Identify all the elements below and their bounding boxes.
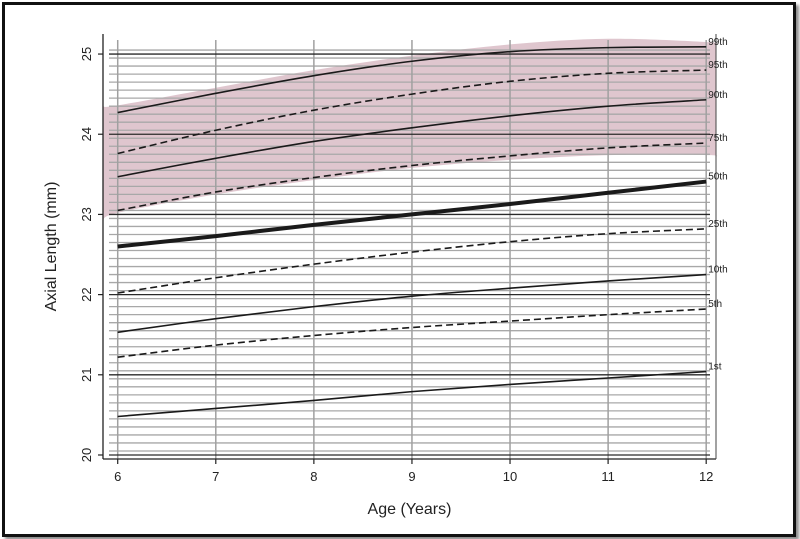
series-label-5th: 5th xyxy=(708,299,722,310)
series-label-75th: 75th xyxy=(708,133,727,144)
series-label-1st: 1st xyxy=(708,362,722,373)
y-tick-label: 23 xyxy=(79,207,94,221)
series-line-1st xyxy=(117,370,707,418)
x-tick-label: 7 xyxy=(212,469,219,484)
y-tick-label: 21 xyxy=(79,368,94,382)
series-line-90th xyxy=(117,98,707,178)
y-axis-title: Axial Length (mm) xyxy=(43,182,60,312)
series-label-99th: 99th xyxy=(708,37,727,48)
series-line-10th xyxy=(117,273,707,334)
x-axis-title: Age (Years) xyxy=(368,501,452,518)
x-tick-label: 6 xyxy=(114,469,121,484)
y-tick-label: 20 xyxy=(79,448,94,462)
x-tick-label: 10 xyxy=(503,469,517,484)
x-tick-label: 9 xyxy=(408,469,415,484)
y-tick-label: 25 xyxy=(79,47,94,61)
x-tick-label: 11 xyxy=(601,469,615,484)
series-label-50th: 50th xyxy=(708,172,727,183)
x-tick-label: 12 xyxy=(699,469,713,484)
label-layer: 99th 95th 90th 75th 50th 25th 10th 5th 1st xyxy=(708,37,727,373)
x-tick-label: 8 xyxy=(310,469,317,484)
series-line-95th xyxy=(117,69,707,155)
series-layer xyxy=(117,46,707,418)
axis-layer: 20 21 22 23 24 25 6 7 8 9 10 11 12 xyxy=(79,34,717,484)
series-label-10th: 10th xyxy=(708,265,727,276)
y-tick-label: 22 xyxy=(79,287,94,301)
y-tick-label: 24 xyxy=(79,127,94,141)
series-label-25th: 25th xyxy=(708,219,727,230)
series-label-95th: 95th xyxy=(708,60,727,71)
series-label-90th: 90th xyxy=(708,90,727,101)
series-line-25th xyxy=(117,228,707,294)
series-line-99th xyxy=(117,46,707,114)
grid-layer xyxy=(109,40,710,459)
series-line-75th xyxy=(117,142,707,212)
series-line-50th xyxy=(117,179,707,249)
